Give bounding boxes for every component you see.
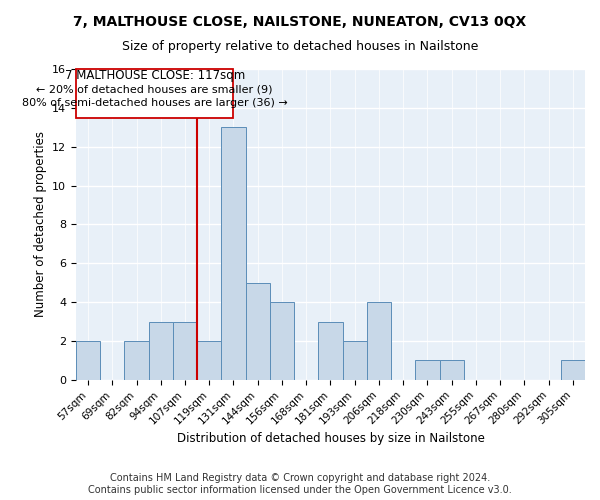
Bar: [561, 360, 585, 380]
Text: Size of property relative to detached houses in Nailstone: Size of property relative to detached ho…: [122, 40, 478, 53]
Text: Contains HM Land Registry data © Crown copyright and database right 2024.
Contai: Contains HM Land Registry data © Crown c…: [88, 474, 512, 495]
Bar: [173, 322, 197, 380]
X-axis label: Distribution of detached houses by size in Nailstone: Distribution of detached houses by size …: [176, 432, 484, 445]
Text: 7 MALTHOUSE CLOSE: 117sqm: 7 MALTHOUSE CLOSE: 117sqm: [65, 70, 245, 82]
Bar: [76, 341, 100, 380]
Y-axis label: Number of detached properties: Number of detached properties: [34, 132, 47, 318]
Bar: [367, 302, 391, 380]
Bar: [270, 302, 294, 380]
Bar: [149, 322, 173, 380]
Bar: [221, 128, 245, 380]
Text: ← 20% of detached houses are smaller (9): ← 20% of detached houses are smaller (9): [37, 84, 273, 94]
Bar: [197, 341, 221, 380]
Text: 7, MALTHOUSE CLOSE, NAILSTONE, NUNEATON, CV13 0QX: 7, MALTHOUSE CLOSE, NAILSTONE, NUNEATON,…: [73, 15, 527, 29]
Text: 80% of semi-detached houses are larger (36) →: 80% of semi-detached houses are larger (…: [22, 98, 287, 108]
Bar: [440, 360, 464, 380]
Bar: [415, 360, 440, 380]
Bar: [124, 341, 149, 380]
Bar: [343, 341, 367, 380]
Bar: [319, 322, 343, 380]
Bar: [245, 282, 270, 380]
FancyBboxPatch shape: [76, 69, 233, 117]
